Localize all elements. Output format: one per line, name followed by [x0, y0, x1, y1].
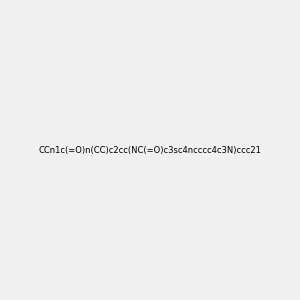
Text: CCn1c(=O)n(CC)c2cc(NC(=O)c3sc4ncccc4c3N)ccc21: CCn1c(=O)n(CC)c2cc(NC(=O)c3sc4ncccc4c3N)…	[39, 146, 261, 154]
